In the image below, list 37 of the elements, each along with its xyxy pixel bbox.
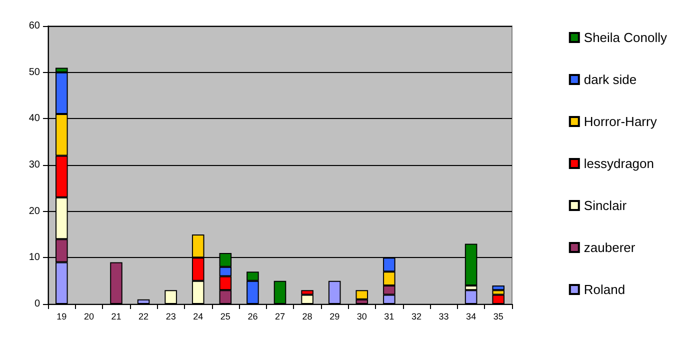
x-tick-label: 19 <box>56 312 67 322</box>
x-tick-label: 26 <box>248 312 258 322</box>
x-tick-label: 33 <box>438 312 449 322</box>
y-tick-label: 0 <box>34 298 40 310</box>
bar <box>274 280 286 304</box>
legend-label: dark side <box>584 72 637 87</box>
legend-label: lessydragon <box>584 156 654 171</box>
y-tick-label: 20 <box>28 206 40 217</box>
x-tick-label: 31 <box>384 312 394 322</box>
y-tick-label: 60 <box>28 20 40 32</box>
x-tick-label: 25 <box>220 312 230 322</box>
x-tick-label: 27 <box>274 312 286 322</box>
y-tick-label: 40 <box>28 113 40 124</box>
legend-label: Sinclair <box>584 198 628 213</box>
y-tick-label: 10 <box>28 252 40 264</box>
x-tick-label: 21 <box>111 312 122 322</box>
legend-label: Horror-Harry <box>584 114 658 129</box>
bar <box>492 285 504 290</box>
x-tick-label: 23 <box>166 312 176 322</box>
x-tick-label: 22 <box>138 312 149 322</box>
y-tick-label: 50 <box>28 66 40 78</box>
bar <box>137 299 150 304</box>
x-tick-label: 35 <box>493 312 504 322</box>
x-tick-label: 30 <box>356 312 367 322</box>
bar <box>110 262 122 304</box>
x-tick-label: 28 <box>302 312 312 322</box>
x-tick-label: 34 <box>466 312 476 322</box>
x-tick-label: 24 <box>193 312 204 322</box>
y-tick-label: 30 <box>28 160 40 170</box>
legend-label: Roland <box>584 282 626 297</box>
bar <box>164 290 177 304</box>
x-tick-label: 32 <box>411 312 422 322</box>
x-tick-label: 20 <box>84 312 94 322</box>
legend-label: zauberer <box>584 240 636 255</box>
bar <box>328 280 341 304</box>
legend-label: Sheila Conolly <box>584 30 668 45</box>
x-tick-label: 29 <box>330 312 340 322</box>
